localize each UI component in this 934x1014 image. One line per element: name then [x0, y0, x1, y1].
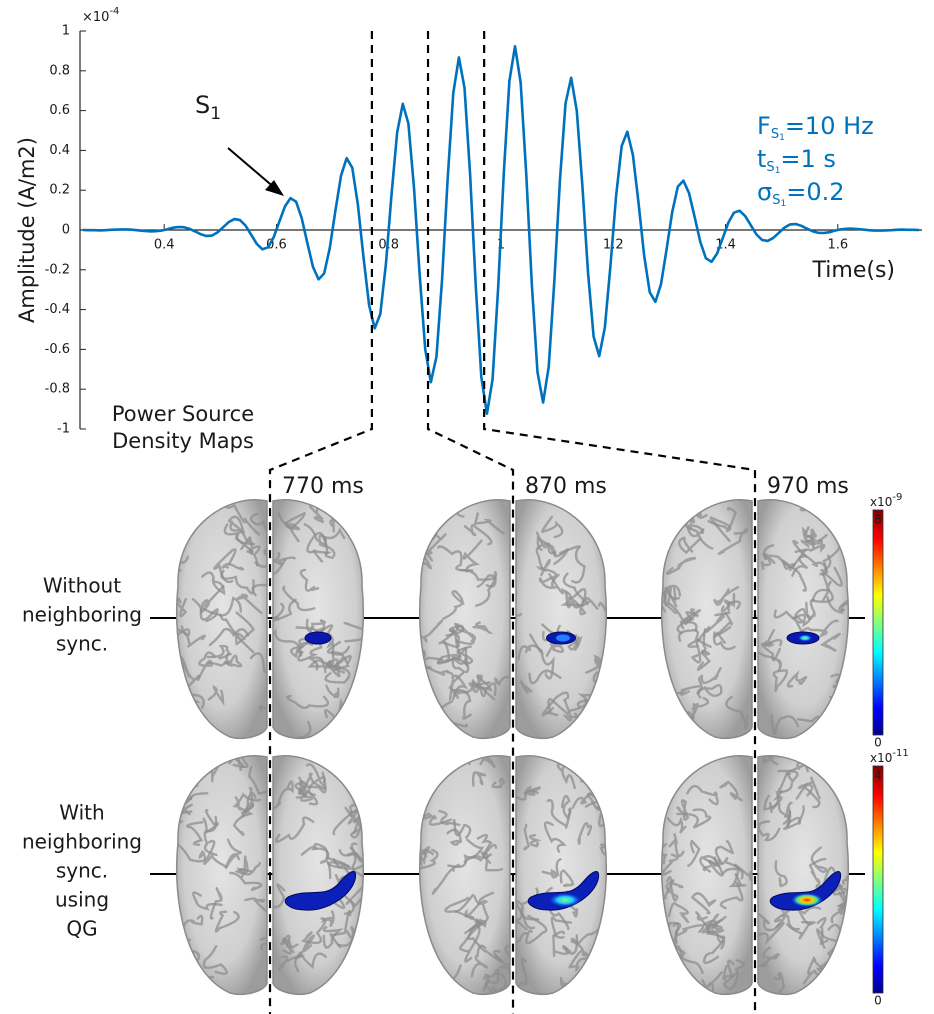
sulcus	[581, 765, 598, 782]
parameter-sub: S	[766, 160, 774, 175]
sulcus	[419, 749, 432, 761]
y-tick-label: -0.2	[45, 262, 70, 277]
row-label: QG	[66, 917, 97, 941]
x-axis-label: Time(s)	[812, 258, 895, 283]
source-label-text: S	[195, 91, 210, 119]
colorbar-scale: x10-11	[870, 748, 909, 765]
y-scale-exponent: -4	[109, 6, 119, 17]
y-tick-label: 0.6	[49, 103, 70, 118]
row-label: sync.	[56, 859, 108, 883]
sulcus	[596, 683, 619, 706]
hemisphere	[177, 756, 267, 994]
sulcus	[161, 760, 186, 777]
parameter-sub: S	[771, 127, 779, 142]
sulcus	[632, 572, 665, 593]
snapshot-label: 770 ms	[282, 474, 364, 499]
colorbar-tick-label: 4	[874, 769, 882, 783]
sulcus	[674, 761, 693, 773]
row-label: neighboring	[22, 830, 142, 854]
parameter-symbol: σ	[757, 178, 772, 206]
sulcus	[414, 504, 445, 521]
snapshot-label: 870 ms	[525, 474, 607, 499]
sulcus	[405, 925, 427, 941]
parameter-symbol: t	[757, 145, 766, 173]
sulcus	[594, 697, 610, 713]
y-axis-label: Amplitude (A/m2)	[15, 137, 39, 323]
annotation-arrow	[228, 148, 276, 189]
colorbar-scale: x10-9	[870, 492, 902, 509]
parameter: FS1=10 Hz	[757, 112, 874, 143]
parameter: σS1=0.2	[757, 178, 845, 209]
y-tick-label: 0.2	[49, 183, 70, 198]
map-title: Density Maps	[112, 429, 254, 453]
parameter-symbol: F	[757, 112, 771, 140]
activation-core	[791, 893, 823, 907]
y-tick-label: -0.6	[45, 342, 70, 357]
activation-core	[549, 893, 581, 907]
colorbar-tick-label: 0	[874, 736, 882, 750]
colorbar-scale-base: x10	[870, 495, 892, 509]
sulcus	[352, 760, 374, 779]
y-tick-label: 1	[62, 24, 70, 39]
sulcus	[824, 710, 839, 726]
source-label-sub: 1	[210, 104, 221, 124]
page-body: {"chart_data": { "type": "line", "ylabel…	[0, 0, 934, 1014]
brain-layer	[161, 476, 871, 1000]
sulcus	[341, 728, 357, 746]
y-scale-base: ×10	[82, 10, 109, 25]
y-tick-label: -1	[57, 422, 70, 437]
y-tick-label: 0	[62, 223, 70, 238]
sulcus	[358, 511, 376, 533]
sulcus	[432, 971, 446, 1000]
figure: -1-0.8-0.6-0.4-0.200.20.40.60.810.40.60.…	[0, 0, 934, 1014]
y-tick-label: 0.4	[49, 143, 70, 158]
y-tick-label: -0.4	[45, 302, 70, 317]
row-label: sync.	[56, 632, 108, 656]
sulcus	[173, 737, 188, 770]
activation-core	[556, 635, 570, 642]
colorbar-scale-base: x10	[870, 751, 892, 765]
activation	[305, 632, 331, 644]
sulcus	[185, 760, 199, 786]
sulcus	[602, 959, 620, 984]
colorbar-scale-exponent: -11	[892, 748, 908, 759]
sulcus	[596, 947, 615, 958]
sulcus	[187, 751, 209, 768]
activation-core	[798, 635, 812, 642]
colorbar-scale-exponent: -9	[892, 492, 902, 503]
snapshot-label: 970 ms	[767, 474, 849, 499]
colorbar	[873, 766, 883, 993]
map-title: Power Source	[112, 402, 254, 426]
y-tick-label: 0.8	[49, 63, 70, 78]
hemisphere	[420, 500, 510, 738]
colorbar	[873, 510, 883, 735]
sulcus	[594, 673, 631, 693]
sulcus	[416, 719, 445, 739]
parameter-text: =1 s	[780, 145, 836, 173]
parameter-text: =10 Hz	[785, 112, 874, 140]
x-tick-label: 0.4	[154, 238, 175, 253]
source-label: S1	[195, 91, 221, 124]
y-tick-label: -0.8	[45, 382, 70, 397]
colorbar-tick-label: 0	[874, 994, 882, 1008]
row-label: Without	[43, 574, 121, 598]
parameter: tS1=1 s	[757, 145, 836, 176]
sulcus	[568, 724, 588, 747]
sulcus	[599, 936, 623, 954]
row-label: using	[55, 888, 109, 912]
x-tick-label: 1.6	[827, 238, 848, 253]
sulcus	[382, 913, 421, 931]
row-label: neighboring	[22, 603, 142, 627]
sulcus	[652, 710, 681, 727]
sulcus	[580, 504, 604, 519]
row-label: With	[59, 801, 104, 825]
y-scale-label: ×10-4	[82, 6, 119, 25]
colorbar-tick-label: 8	[874, 513, 882, 527]
hemisphere	[273, 500, 363, 738]
parameter-sub: S	[772, 193, 780, 208]
parameter-text: =0.2	[786, 178, 844, 206]
page: Source density maps html, body { margin:…	[0, 0, 934, 1014]
sulcus	[166, 681, 190, 708]
sulcus	[825, 704, 861, 724]
